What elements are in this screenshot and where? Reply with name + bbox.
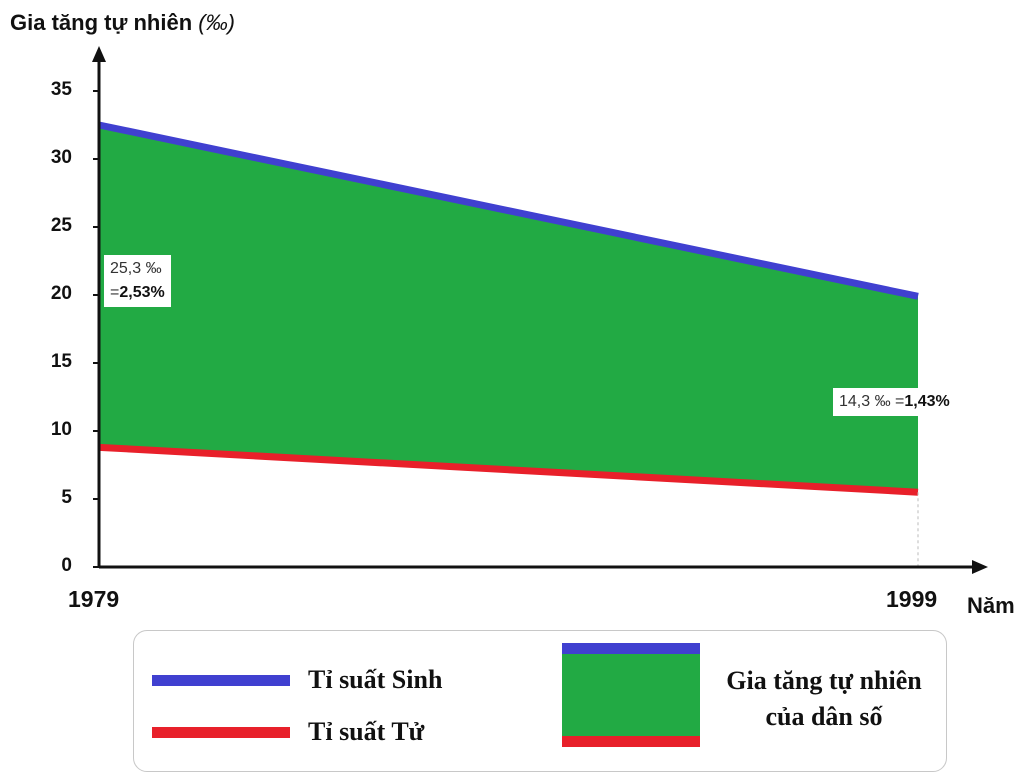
x-tick-label-end: 1999 — [886, 586, 938, 612]
y-axis-arrow — [92, 46, 106, 62]
annotation-1999-percent: 1,43% — [904, 393, 950, 410]
legend-birth-line-swatch — [152, 674, 290, 686]
legend-area-swatch — [562, 643, 700, 747]
legend-area-label: Gia tăng tự nhiên của dân số — [714, 663, 934, 735]
chart-canvas — [92, 46, 988, 574]
y-tick-label-5: 5 — [61, 487, 72, 508]
annotation-1979-value: 25,3 ‰ — [110, 260, 162, 277]
annotation-1979-percent-line: =2,53% — [110, 284, 165, 301]
y-tick-label-25: 25 — [50, 215, 72, 236]
legend-item-birth: Tỉ suất Sinh — [152, 665, 442, 695]
legend-area-swatch-bottom — [562, 736, 700, 747]
y-tick-label-35: 35 — [50, 79, 72, 100]
x-axis-title: Năm — [967, 593, 1015, 618]
series-line-death-rate — [98, 443, 919, 496]
legend-death-label: Tỉ suất Tử — [308, 717, 425, 746]
annotation-1979: 25,3 ‰ =2,53% — [104, 255, 171, 307]
legend-area-swatch-top — [562, 643, 700, 654]
y-tick-label-30: 30 — [50, 147, 72, 168]
series-line-birth-rate — [98, 121, 919, 300]
legend-birth-label: Tỉ suất Sinh — [308, 665, 443, 694]
annotation-1999: 14,3 ‰ =1,43% — [833, 388, 956, 416]
legend-item-death: Tỉ suất Tử — [152, 717, 424, 747]
x-axis-arrow — [972, 560, 988, 574]
y-tick-label-15: 15 — [50, 351, 72, 372]
legend: Tỉ suất Sinh Tỉ suất Tử Gia tăng tự nhiê… — [133, 630, 947, 772]
y-tick-label-10: 10 — [50, 419, 72, 440]
legend-area-label-line1: Gia tăng tự nhiên — [726, 666, 922, 695]
y-axis-title: Gia tăng tự nhiên (‰) — [10, 10, 235, 35]
annotation-1979-percent: 2,53% — [119, 284, 165, 301]
legend-area-label-line2: của dân số — [765, 702, 883, 731]
x-tick-label-start: 1979 — [68, 586, 120, 612]
annotation-1999-value: 14,3 ‰ = — [839, 393, 905, 410]
y-tick-label-20: 20 — [50, 283, 72, 304]
y-tick-label-0: 0 — [61, 555, 72, 576]
natural-increase-area — [99, 125, 918, 493]
legend-death-line-swatch — [152, 726, 290, 738]
